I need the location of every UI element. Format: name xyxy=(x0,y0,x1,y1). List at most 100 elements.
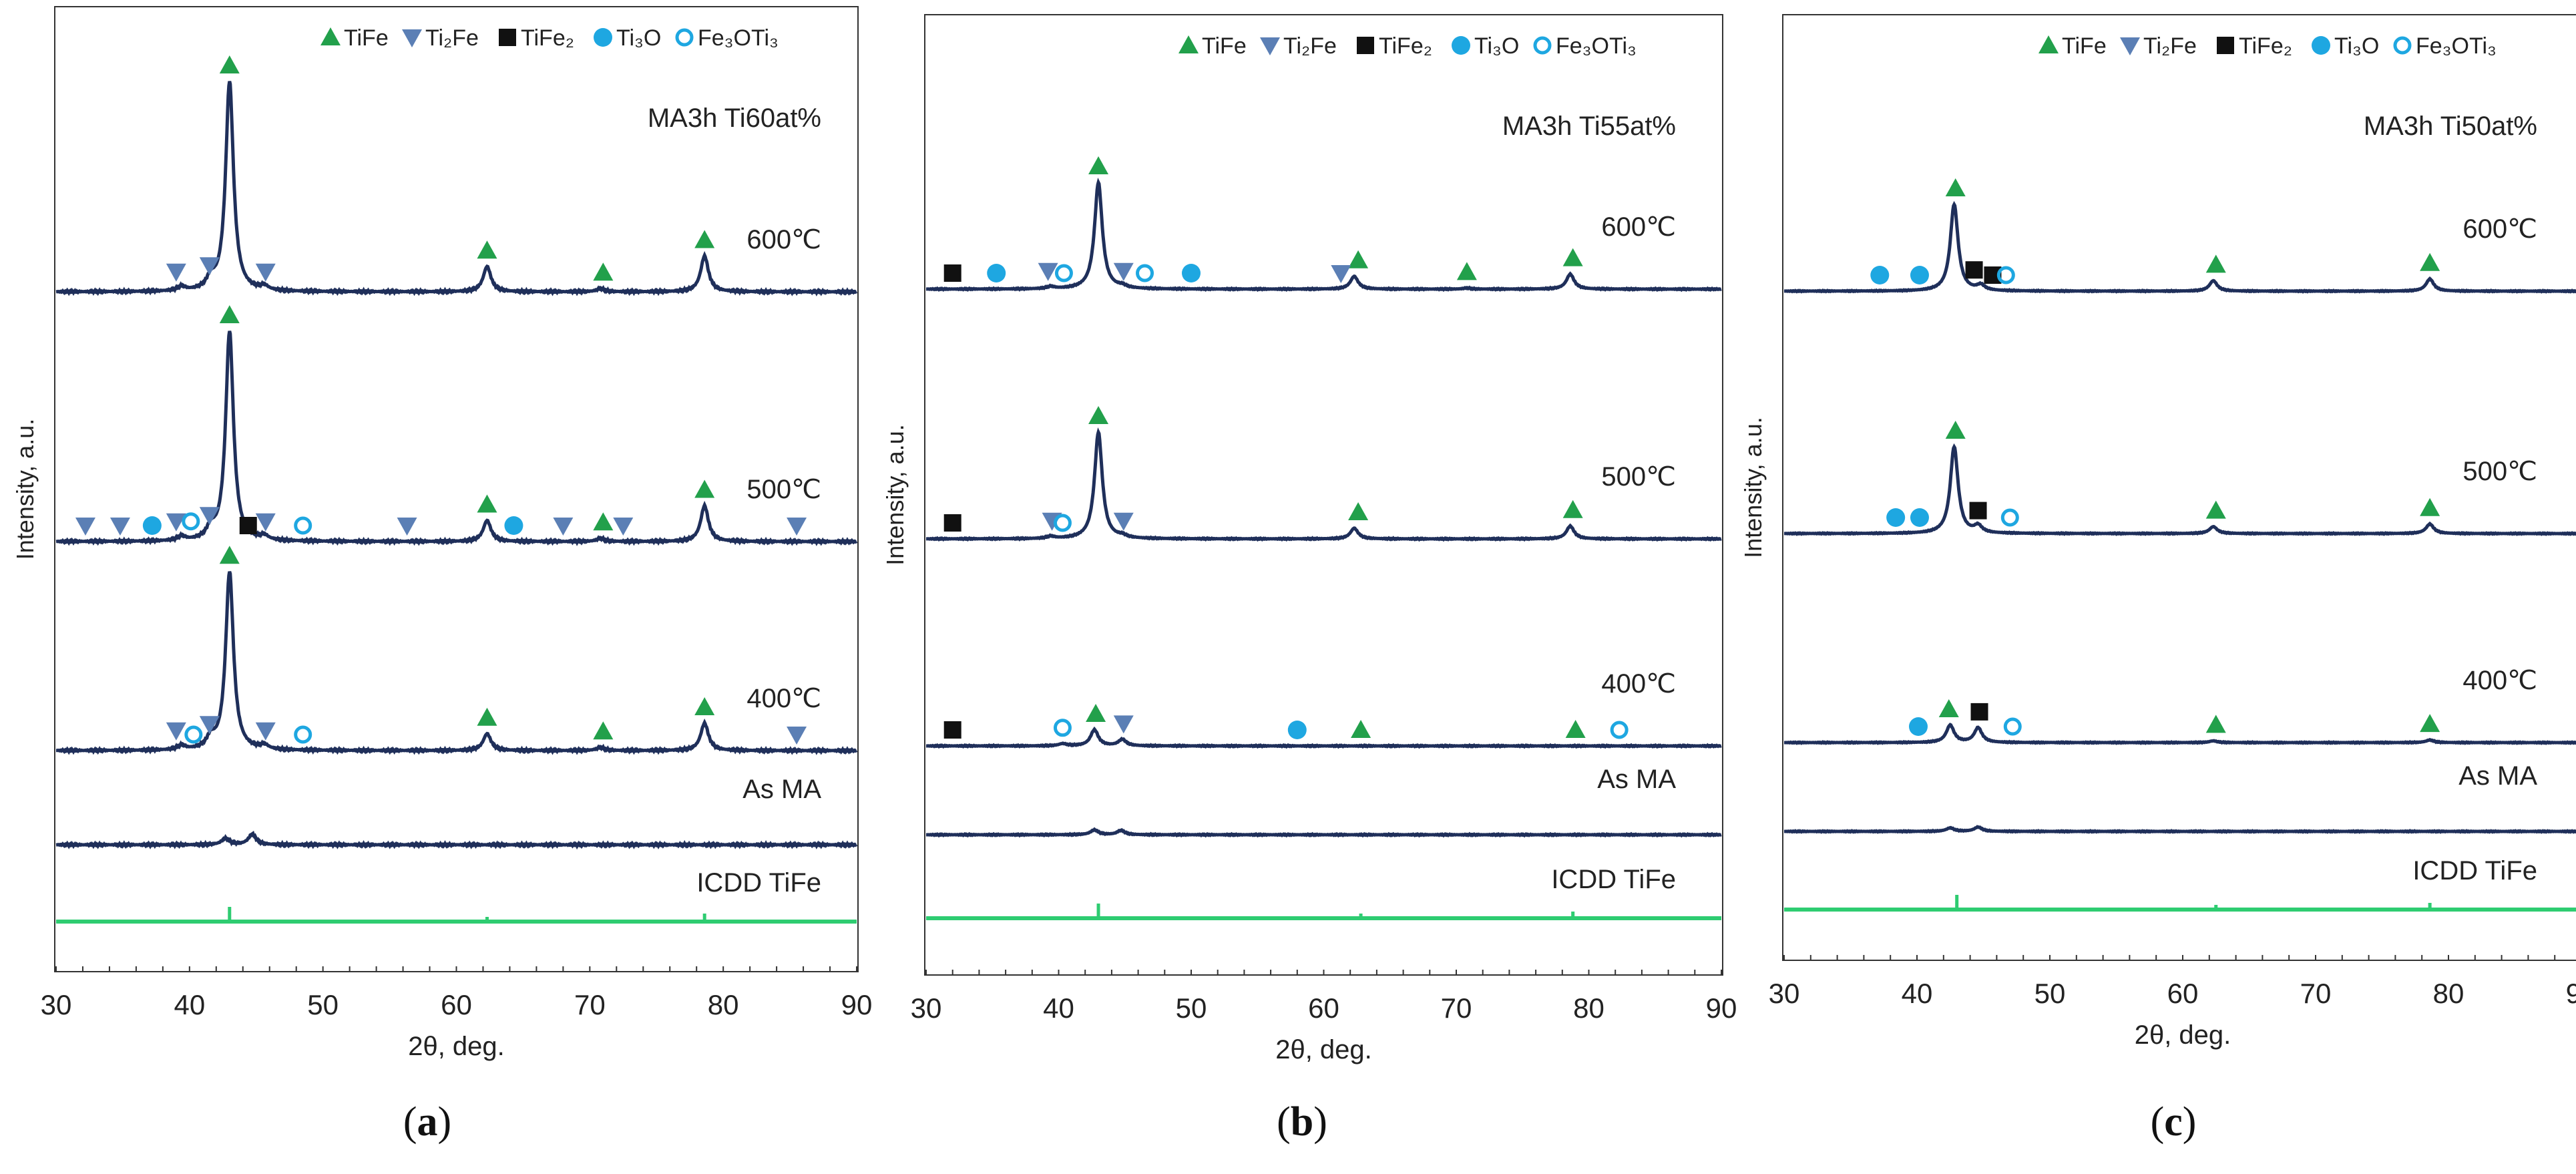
x-tick-label: 50 xyxy=(2034,978,2066,1009)
series-500: 500℃ xyxy=(926,406,1722,542)
marker-ti3o xyxy=(504,516,523,535)
marker-ti3o xyxy=(1182,264,1201,282)
legend-label: Ti₂Fe xyxy=(1283,33,1337,59)
legend-label: TiFe xyxy=(344,25,389,51)
marker-fe3oti3 xyxy=(1136,264,1154,282)
legend-item-tife: TiFe xyxy=(2038,33,2107,59)
series-label: 400℃ xyxy=(746,684,821,713)
marker-tife xyxy=(1562,500,1583,518)
marker-ti2fe xyxy=(255,722,276,741)
marker-ti3o xyxy=(1287,721,1307,739)
legend-item-ti2fe: Ti₂Fe xyxy=(1260,33,1337,59)
open-circle-icon xyxy=(2393,36,2412,55)
panel-frame xyxy=(924,14,1723,976)
marker-tife xyxy=(1086,704,1106,722)
marker-tife xyxy=(477,707,497,726)
marker-tife xyxy=(1088,156,1109,174)
series-icdd-tife: ICDD TiFe xyxy=(926,865,1721,920)
marker-tife xyxy=(2420,252,2440,271)
x-tick-label: 70 xyxy=(2300,978,2332,1009)
legend-item-tife2: TiFe₂ xyxy=(1357,33,1432,59)
sample-title: MA3h Ti55at% xyxy=(1502,112,1676,141)
triangle-down-icon xyxy=(2120,37,2140,55)
legend-label: TiFe xyxy=(1202,33,1247,59)
open-circle-icon xyxy=(1533,36,1552,55)
marker-fe3oti3 xyxy=(184,725,203,744)
marker-ti3o xyxy=(987,264,1006,282)
x-tick-label: 60 xyxy=(2167,978,2199,1009)
x-tick-label: 30 xyxy=(41,989,72,1020)
x-tick-label: 50 xyxy=(1176,992,1207,1024)
marker-tife xyxy=(1945,421,1966,439)
series-as-ma: As MA xyxy=(55,775,858,850)
triangle-down-icon xyxy=(402,29,422,47)
marker-tife2 xyxy=(943,721,961,739)
series-400: 400℃ xyxy=(1784,666,2576,745)
marker-ti3o xyxy=(1908,717,1928,736)
marker-tife xyxy=(1088,406,1109,424)
filled-circle-icon xyxy=(1452,36,1470,55)
x-tick-label: 60 xyxy=(441,989,472,1020)
marker-tife xyxy=(2205,715,2226,733)
sample-title: MA3h Ti50at% xyxy=(2364,112,2537,141)
series-label: ICDD TiFe xyxy=(1551,865,1676,894)
xrd-curve xyxy=(55,831,858,850)
legend-item-ti2fe: Ti₂Fe xyxy=(402,25,479,51)
legend-item-ti2fe: Ti₂Fe xyxy=(2120,33,2197,59)
marker-tife2 xyxy=(1969,502,1987,520)
series-as-ma: As MA xyxy=(926,765,1722,838)
x-tick-label: 80 xyxy=(708,989,739,1020)
marker-tife xyxy=(477,240,497,259)
panel-frame xyxy=(1782,14,2576,961)
marker-tife2 xyxy=(943,264,961,282)
x-tick-label: 80 xyxy=(2433,978,2464,1009)
marker-tife xyxy=(593,721,614,740)
x-tick-label: 40 xyxy=(174,989,205,1020)
series-label: As MA xyxy=(2458,761,2537,791)
x-tick-label: 90 xyxy=(1706,992,1737,1024)
marker-ti2fe xyxy=(1038,262,1058,281)
marker-ti3o xyxy=(1870,266,1890,284)
marker-ti3o xyxy=(1886,508,1906,527)
x-tick-label: 40 xyxy=(1043,992,1074,1024)
marker-tife2 xyxy=(239,517,257,534)
x-axis-label: 2θ, deg. xyxy=(2135,1020,2231,1050)
triangle-up-icon xyxy=(2038,35,2059,53)
xrd-curve xyxy=(1784,825,2576,834)
legend-label: Fe₃OTi₃ xyxy=(698,25,779,51)
marker-ti2fe xyxy=(613,518,634,536)
marker-tife xyxy=(1348,250,1369,268)
x-tick-label: 70 xyxy=(1441,992,1472,1024)
x-axis-label: 2θ, deg. xyxy=(408,1032,505,1061)
series-label: As MA xyxy=(742,775,821,804)
marker-fe3oti3 xyxy=(1053,719,1072,737)
legend-label: Ti₃O xyxy=(616,25,661,51)
x-tick-label: 50 xyxy=(307,989,339,1020)
series-icdd-tife: ICDD TiFe xyxy=(56,868,857,924)
marker-fe3oti3 xyxy=(182,512,200,531)
x-tick-label: 80 xyxy=(1573,992,1604,1024)
marker-tife xyxy=(1562,248,1583,266)
panel-c: TiFe Ti₂Fe TiFe₂ Ti₃O Fe₃OTi₃ MA3h Ti50at% 600… xyxy=(1739,14,2576,1145)
series-label: 600℃ xyxy=(1601,212,1676,242)
legend: TiFe Ti₂Fe TiFe₂ Ti₃O Fe₃OTi₃ xyxy=(2038,33,2497,59)
legend-label: TiFe₂ xyxy=(521,25,574,51)
triangle-up-icon xyxy=(320,27,341,45)
legend-item-tife2: TiFe₂ xyxy=(499,25,574,51)
triangle-down-icon xyxy=(1260,37,1280,55)
x-tick-label: 30 xyxy=(911,992,942,1024)
xrd-curve xyxy=(56,571,858,755)
y-axis-label: Intensity, a.u. xyxy=(11,419,39,560)
x-tick-label: 30 xyxy=(1769,978,1800,1009)
xrd-curve xyxy=(926,827,1722,838)
legend-label: Ti₂Fe xyxy=(425,25,479,51)
square-icon xyxy=(499,29,516,46)
marker-tife2 xyxy=(1965,261,1983,279)
series-as-ma: As MA xyxy=(1784,761,2576,834)
marker-tife xyxy=(593,512,614,531)
y-axis-label: Intensity, a.u. xyxy=(881,424,909,565)
marker-ti2fe xyxy=(787,518,807,536)
legend-label: Ti₃O xyxy=(1474,33,1519,59)
marker-tife xyxy=(2205,254,2226,273)
marker-tife xyxy=(219,305,240,323)
